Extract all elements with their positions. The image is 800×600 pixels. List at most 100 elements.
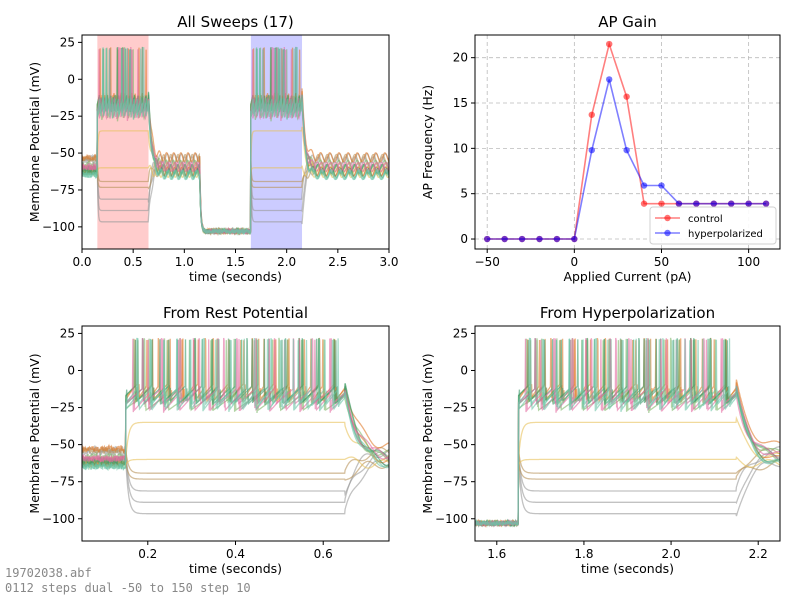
x-tick-label: 2.0 <box>277 255 296 269</box>
data-point-hyperpolarized <box>536 235 543 243</box>
data-point-control <box>588 111 595 118</box>
x-tick-label: 50 <box>654 255 669 269</box>
data-point-hyperpolarized <box>728 200 735 207</box>
plot-frame <box>474 325 781 542</box>
x-tick-label: 2.0 <box>662 547 681 561</box>
y-tick-label: 10 <box>453 141 468 155</box>
data-point-control <box>623 93 630 100</box>
y-tick-label: −50 <box>443 438 468 452</box>
y-axis-label: Membrane Potential (mV) <box>27 353 42 513</box>
legend-label-control: control <box>688 214 723 225</box>
data-point-control <box>606 40 613 48</box>
y-tick-label: −100 <box>42 512 75 526</box>
data-point-hyperpolarized <box>518 235 526 243</box>
data-point-hyperpolarized <box>762 200 770 207</box>
x-tick-label: −50 <box>475 255 500 269</box>
x-tick-label: 2.2 <box>749 547 768 561</box>
y-tick-label: −50 <box>50 438 75 452</box>
panel-from-hyperpolarization: 1.6 1.8 2.0 2.2 −100 −75 −50 −25 0 25 From Hyperpo… <box>420 304 781 576</box>
y-tick-label: 15 <box>453 96 468 110</box>
plot-frame <box>474 34 781 250</box>
panel-ap-gain: −50 0 50 100 0 5 10 15 20 AP Gain Applied Current … <box>420 13 781 284</box>
y-tick-label: 0 <box>67 72 75 86</box>
sweep-trace <box>82 337 389 472</box>
sweep-trace <box>82 47 389 236</box>
x-tick-label: 0.4 <box>226 547 245 561</box>
x-tick-label: 0 <box>571 255 579 269</box>
data-point-hyperpolarized <box>640 182 648 189</box>
y-tick-label: −25 <box>443 401 468 415</box>
y-tick-label: 20 <box>453 51 468 65</box>
y-tick-label: −50 <box>50 146 75 160</box>
data-point-hyperpolarized <box>623 146 630 154</box>
legend-marker <box>664 214 671 222</box>
sweep-group <box>82 46 389 236</box>
y-tick-label: −75 <box>50 183 75 197</box>
sweep-trace <box>82 445 389 474</box>
panel-all-sweeps: 0.0 0.5 1.0 1.5 2.0 2.5 3.0 −100 −75 −50 −25 0 25 All… <box>27 13 399 284</box>
x-tick-label: 3.0 <box>379 255 398 269</box>
data-point-control <box>658 200 665 207</box>
chart-title: From Hyperpolarization <box>540 304 715 322</box>
data-point-hyperpolarized <box>658 182 665 189</box>
y-tick-label: −75 <box>443 475 468 489</box>
sweep-trace <box>82 455 389 515</box>
x-tick-label: 0.5 <box>124 255 143 269</box>
sweep-trace <box>475 460 780 528</box>
x-axis-label: time (seconds) <box>581 561 674 576</box>
x-tick-label: 0.6 <box>314 547 333 561</box>
sweep-trace <box>475 456 780 528</box>
y-tick-label: −100 <box>42 220 75 234</box>
sweep-trace <box>82 337 389 472</box>
sweep-trace <box>475 337 780 528</box>
y-tick-label: 5 <box>460 187 468 201</box>
plot-frame <box>81 325 390 542</box>
sweep-trace <box>475 446 780 528</box>
y-tick-label: 25 <box>60 326 75 340</box>
y-tick-label: −25 <box>50 401 75 415</box>
data-point-hyperpolarized <box>571 235 578 243</box>
legend-marker <box>664 229 671 237</box>
sweep-trace <box>475 447 780 528</box>
data-point-hyperpolarized <box>501 235 508 243</box>
data-point-hyperpolarized <box>553 235 561 243</box>
sweep-trace <box>475 458 780 528</box>
sweep-trace <box>475 452 780 528</box>
sweep-trace <box>82 444 389 497</box>
data-point-control <box>640 200 648 207</box>
sweep-trace <box>475 337 780 528</box>
legend-box <box>649 206 777 245</box>
data-point-hyperpolarized <box>675 200 683 207</box>
x-tick-label: 1.8 <box>574 547 593 561</box>
x-tick-label: 0.2 <box>138 547 157 561</box>
x-tick-label: 100 <box>737 255 760 269</box>
x-axis-label: time (seconds) <box>189 561 282 576</box>
x-axis-label: Applied Current (pA) <box>563 269 691 284</box>
y-tick-label: −100 <box>435 512 468 526</box>
sweep-trace <box>82 448 389 503</box>
data-point-hyperpolarized <box>745 200 752 207</box>
x-tick-label: 1.6 <box>487 547 506 561</box>
x-axis-label: time (seconds) <box>189 269 282 284</box>
data-point-hyperpolarized <box>606 76 613 83</box>
data-point-hyperpolarized <box>693 200 700 207</box>
sweep-trace <box>475 337 780 528</box>
footer-filename: 19702038.abf <box>5 566 92 580</box>
sweep-trace <box>82 421 389 465</box>
data-point-hyperpolarized <box>588 146 595 154</box>
x-tick-label: 2.5 <box>328 255 347 269</box>
chart-title: From Rest Potential <box>163 304 308 322</box>
legend-label-hyperpolarized: hyperpolarized <box>688 229 763 240</box>
x-tick-label: 1.5 <box>226 255 245 269</box>
plot-frame <box>81 34 390 250</box>
legend: control hyperpolarized <box>649 206 777 245</box>
chart-title: AP Gain <box>598 13 657 31</box>
sweep-group <box>82 337 389 515</box>
footer-protocol: 0112 steps dual -50 to 150 step 10 <box>5 581 251 595</box>
x-tick-label: 0.0 <box>72 255 91 269</box>
y-tick-label: 0 <box>460 363 468 377</box>
y-tick-label: 0 <box>67 363 75 377</box>
sweep-group <box>475 337 780 528</box>
y-tick-label: −25 <box>50 109 75 123</box>
